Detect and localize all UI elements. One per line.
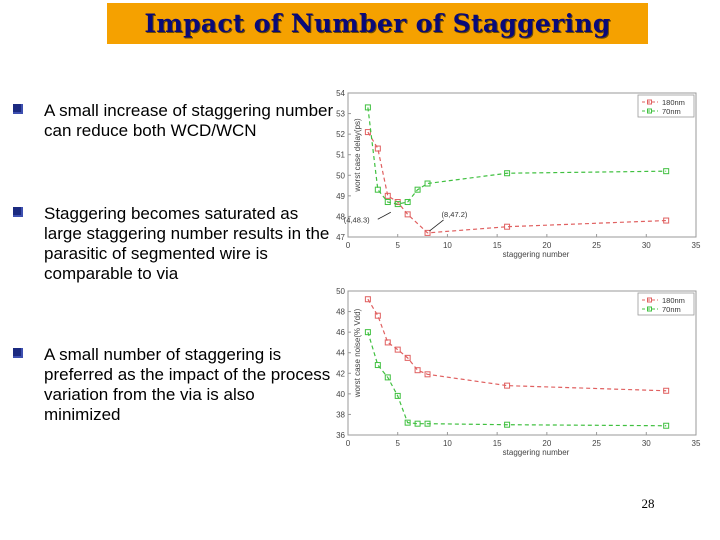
data-point-70nm (663, 168, 670, 175)
data-point-70nm (414, 420, 421, 427)
legend-label: 70nm (662, 305, 681, 314)
x-axis-label: staggering number (503, 250, 570, 259)
series-line-180nm (367, 298, 667, 392)
data-point-180nm (504, 382, 511, 389)
data-point-70nm (504, 421, 511, 428)
x-tick-label: 25 (592, 241, 601, 250)
y-tick-label: 52 (336, 130, 345, 139)
data-point-70nm (364, 104, 371, 111)
legend-label: 180nm (662, 98, 685, 107)
data-point-180nm (404, 211, 411, 218)
legend-label: 180nm (662, 296, 685, 305)
x-tick-label: 15 (493, 241, 502, 250)
data-point-70nm (404, 199, 411, 206)
legend-marker (647, 306, 652, 312)
data-point-70nm (414, 186, 421, 193)
y-tick-label: 51 (336, 151, 345, 160)
y-tick-label: 40 (336, 390, 345, 399)
data-point-180nm (504, 223, 511, 230)
x-tick-label: 20 (542, 439, 551, 448)
x-tick-label: 0 (346, 439, 351, 448)
x-tick-label: 30 (642, 241, 651, 250)
x-tick-label: 30 (642, 439, 651, 448)
x-tick-label: 20 (542, 241, 551, 250)
data-point-70nm (384, 374, 391, 381)
bullet-square-icon (13, 207, 23, 217)
y-tick-label: 46 (336, 328, 345, 337)
data-point-70nm (374, 362, 381, 369)
bullet-text: Staggering becomes saturated as large st… (44, 204, 330, 283)
x-tick-label: 35 (692, 439, 701, 448)
data-point-70nm (384, 199, 391, 206)
data-point-70nm (364, 329, 371, 336)
data-point-180nm (424, 371, 431, 378)
delay-chart-svg: 0 5 10 15 20 25 30 35 47 48 49 50 51 52 53 54 staggering… (336, 89, 701, 259)
x-tick-label: 25 (592, 439, 601, 448)
noise-chart: 0 5 10 15 20 25 30 35 36 38 40 42 44 46 48 50 staggering… (320, 284, 710, 464)
annotation-arrow (377, 211, 391, 220)
data-point-70nm (504, 170, 511, 177)
data-point-180nm (364, 296, 371, 303)
x-tick-label: 10 (443, 439, 452, 448)
x-tick-label: 35 (692, 241, 701, 250)
data-point-70nm (424, 180, 431, 187)
y-tick-label: 47 (336, 233, 345, 242)
data-point-180nm (374, 145, 381, 152)
data-point-180nm (384, 339, 391, 346)
bullet-text: A small increase of staggering number ca… (44, 101, 334, 140)
series-line-70nm (367, 331, 667, 427)
y-axis-label: worst case noise(% Vdd) (353, 308, 362, 398)
data-point-180nm (663, 387, 670, 394)
data-point-180nm (374, 312, 381, 319)
legend-label: 70nm (662, 107, 681, 116)
x-tick-label: 0 (346, 241, 351, 250)
data-point-180nm (404, 354, 411, 361)
data-point-70nm (374, 186, 381, 193)
y-tick-label: 42 (336, 369, 345, 378)
page-number: 28 (641, 496, 655, 511)
x-tick-label: 5 (395, 241, 400, 250)
y-tick-label: 48 (336, 212, 345, 221)
y-tick-label: 53 (336, 110, 345, 119)
data-point-180nm (394, 346, 401, 353)
data-point-70nm (424, 420, 431, 427)
x-tick-label: 5 (395, 439, 400, 448)
y-tick-label: 50 (336, 287, 345, 296)
slide-title: Impact of Number of Staggering (144, 9, 611, 38)
data-point-70nm (394, 201, 401, 208)
y-axis-label: worst case delay(ps) (353, 118, 362, 193)
data-point-180nm (384, 192, 391, 199)
series-line-180nm (367, 131, 667, 234)
data-point-180nm (414, 367, 421, 374)
series-line-70nm (367, 107, 667, 205)
data-point-70nm (404, 419, 411, 426)
y-tick-label: 48 (336, 308, 345, 317)
legend-marker (647, 99, 652, 105)
y-tick-label: 44 (336, 349, 345, 358)
y-tick-label: 38 (336, 410, 345, 419)
y-tick-label: 54 (336, 89, 345, 98)
x-axis-label: staggering number (503, 448, 570, 457)
y-tick-label: 50 (336, 171, 345, 180)
bullet-text: A small number of staggering is preferre… (44, 345, 331, 424)
annotation-arrow (429, 219, 444, 232)
bullet-square-icon (13, 104, 23, 114)
title-banner: Impact of Number of Staggering (107, 3, 648, 44)
noise-chart-svg: 0 5 10 15 20 25 30 35 36 38 40 42 44 46 48 50 staggering… (336, 287, 701, 457)
bullet-square-icon (13, 348, 23, 358)
annotation-label: (4,48.3) (344, 215, 370, 224)
data-point-70nm (394, 392, 401, 399)
delay-chart: 0 5 10 15 20 25 30 35 47 48 49 50 51 52 53 54 staggering… (320, 86, 710, 266)
legend-marker (647, 108, 652, 114)
legend-marker (647, 297, 652, 303)
annotation-label: (8,47.2) (442, 210, 468, 219)
data-point-180nm (663, 217, 670, 224)
data-point-70nm (663, 422, 670, 429)
y-tick-label: 36 (336, 431, 345, 440)
x-tick-label: 10 (443, 241, 452, 250)
x-tick-label: 15 (493, 439, 502, 448)
data-point-180nm (424, 229, 431, 236)
y-tick-label: 49 (336, 192, 345, 201)
